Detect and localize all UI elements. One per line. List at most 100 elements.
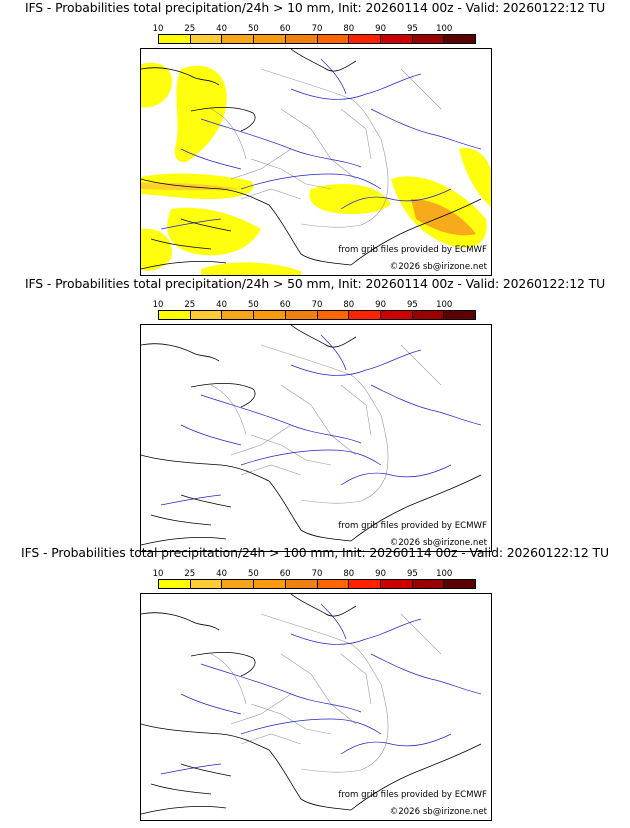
precip-area (201, 262, 301, 275)
admin-border (240, 733, 302, 745)
river (370, 653, 482, 695)
colorbar-tick-label: 25 (184, 24, 196, 34)
admin-border (240, 464, 302, 476)
admin-border (230, 424, 292, 456)
coastline (141, 612, 220, 631)
river (340, 464, 452, 486)
river (370, 108, 482, 150)
coastline (268, 204, 352, 266)
colorbar-swatch (412, 35, 445, 43)
admin-border (360, 138, 389, 226)
admin-border (280, 108, 357, 180)
panel-title: IFS - Probabilities total precipitation/… (24, 0, 606, 15)
map-layer (141, 594, 482, 815)
coastline (180, 763, 232, 777)
colorbar (158, 310, 476, 320)
river (320, 603, 347, 640)
colorbar-swatch (285, 311, 318, 319)
admin-border (210, 653, 247, 705)
precip-area (309, 184, 391, 215)
coastline (190, 652, 256, 677)
colorbar-swatch (254, 311, 286, 319)
copyright-credit: ©2026 sb@irizone.net (389, 538, 487, 548)
colorbar-swatch (412, 580, 445, 588)
river (340, 188, 452, 210)
colorbar-tick-label: 100 (436, 24, 453, 34)
admin-border (340, 108, 372, 160)
colorbar-swatch (317, 35, 350, 43)
colorbar-tick-label: 50 (247, 300, 259, 310)
river (290, 73, 422, 100)
river (340, 733, 452, 755)
admin-border (400, 613, 442, 655)
admin-border (340, 384, 372, 436)
colorbar-tick-label: 10 (152, 24, 164, 34)
colorbar-tick-label: 95 (406, 569, 418, 579)
river (180, 148, 242, 170)
colorbar-tick-label: 90 (375, 569, 387, 579)
admin-border (300, 223, 362, 228)
source-credit: from grib files provided by ECMWF (338, 245, 487, 255)
river (290, 349, 422, 376)
colorbar-labels: 10 25 40 50 60 70 80 90 95 100 (153, 24, 476, 34)
colorbar-swatch (380, 311, 413, 319)
river (180, 424, 242, 446)
map-area: from grib files provided by ECMWF ©2026 … (140, 324, 492, 552)
colorbar-tick-label: 40 (216, 569, 228, 579)
coastline (190, 107, 256, 132)
river (160, 218, 222, 230)
colorbar-swatch (349, 580, 381, 588)
colorbar-swatch (190, 580, 223, 588)
colorbar-swatch (380, 35, 413, 43)
precip-area (141, 62, 172, 108)
admin-border (260, 613, 382, 685)
colorbar-labels: 10 25 40 50 60 70 80 90 95 100 (153, 569, 476, 579)
admin-border (280, 384, 357, 456)
colorbar-tick-label: 95 (406, 24, 418, 34)
coastline (150, 238, 212, 250)
admin-border (340, 653, 372, 705)
colorbar-swatch (317, 311, 350, 319)
coastline (290, 325, 357, 348)
coastline (415, 474, 482, 504)
river (200, 663, 362, 713)
river (160, 494, 222, 506)
coastline (141, 343, 220, 362)
coastline (415, 743, 482, 773)
precip-area (174, 65, 227, 163)
panel-title: IFS - Probabilities total precipitation/… (24, 276, 606, 291)
colorbar-tick-label: 70 (311, 300, 323, 310)
colorbar-tick-label: 90 (375, 300, 387, 310)
colorbar-swatch (285, 580, 318, 588)
map-svg (141, 49, 491, 275)
coastline (141, 178, 270, 206)
map-area: from grib files provided by ECMWF ©2026 … (140, 593, 492, 821)
precip-area (167, 207, 261, 256)
colorbar-tick-label: 80 (343, 300, 355, 310)
river (240, 449, 382, 466)
coastline (141, 805, 227, 815)
colorbar-swatch (222, 311, 255, 319)
river (180, 693, 242, 715)
source-credit: from grib files provided by ECMWF (338, 521, 487, 531)
admin-border (260, 68, 382, 140)
colorbar-tick-label: 60 (279, 569, 291, 579)
colorbar-tick-label: 90 (375, 24, 387, 34)
map-panel-50mm: IFS - Probabilities total precipitation/… (0, 276, 630, 552)
river (370, 384, 482, 426)
colorbar-tick-label: 40 (216, 24, 228, 34)
coastline (180, 494, 232, 508)
colorbar-swatch (317, 580, 350, 588)
river (240, 173, 382, 190)
colorbar-swatch (285, 35, 318, 43)
colorbar (158, 579, 476, 589)
coastline (150, 783, 212, 795)
admin-border (230, 693, 292, 725)
colorbar-swatch (159, 311, 191, 319)
coastline (268, 749, 352, 811)
colorbar-tick-label: 60 (279, 24, 291, 34)
colorbar-tick-label: 40 (216, 300, 228, 310)
coastline (141, 454, 270, 482)
panel-title: IFS - Probabilities total precipitation/… (21, 545, 609, 560)
colorbar-swatch (444, 311, 476, 319)
